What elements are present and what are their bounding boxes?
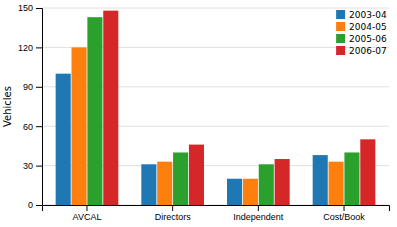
- x-tick-label: Cost/Book: [323, 212, 365, 222]
- y-tick-label: 60: [23, 122, 33, 132]
- legend-swatch: [336, 22, 345, 31]
- legend-item: 2005-06: [336, 34, 387, 44]
- y-tick-mark: [36, 47, 42, 48]
- x-tick-mark: [86, 205, 87, 211]
- y-tick: 0: [28, 200, 42, 210]
- x-tick-mark: [258, 205, 259, 211]
- plot: 0 30 60 90 120 150 AVCAL Directors Independent Co…: [18, 3, 390, 222]
- series: [103, 11, 375, 205]
- y-tick-mark: [36, 166, 42, 167]
- x-tick: AVCAL: [73, 205, 102, 222]
- legend: 2003-04 2004-05 2005-06 2006-07: [336, 10, 387, 56]
- bar: [344, 152, 359, 205]
- chart: 0 30 60 90 120 150 AVCAL Directors Independent Co…: [0, 0, 397, 227]
- bar: [141, 164, 156, 205]
- y-tick-label: 90: [23, 82, 33, 92]
- bar: [87, 17, 102, 205]
- bar: [259, 164, 274, 205]
- bar: [243, 179, 258, 205]
- bar: [72, 47, 87, 205]
- y-tick: 90: [23, 82, 42, 92]
- x-tick-label: AVCAL: [73, 212, 102, 222]
- bar: [360, 139, 375, 205]
- y-tick-mark: [36, 87, 42, 88]
- bar: [56, 74, 71, 205]
- y-tick: 60: [23, 122, 42, 132]
- y-tick: 30: [23, 161, 42, 171]
- y-tick-label: 0: [28, 200, 33, 210]
- bar: [275, 159, 290, 205]
- y-tick-mark: [36, 8, 42, 9]
- bars: [56, 11, 376, 205]
- bar: [189, 145, 204, 205]
- y-tick-label: 150: [18, 3, 33, 13]
- series: [87, 17, 359, 205]
- legend-label: 2005-06: [349, 34, 387, 44]
- legend-swatch: [336, 10, 345, 19]
- y-axis-line: [36, 9, 43, 206]
- bar: [227, 179, 242, 205]
- bar: [313, 155, 328, 205]
- bar: [157, 162, 172, 205]
- x-tick-mark: [344, 205, 345, 211]
- x-tick: Directors: [155, 205, 192, 222]
- x-axis: AVCAL Directors Independent Cost/Book: [43, 205, 390, 222]
- y-tick-mark: [36, 126, 42, 127]
- legend-swatch: [336, 34, 345, 43]
- legend-item: 2006-07: [336, 46, 387, 56]
- x-tick-mark: [172, 205, 173, 211]
- legend-label: 2004-05: [349, 22, 387, 32]
- legend-item: 2004-05: [336, 22, 387, 32]
- y-tick: 120: [18, 43, 42, 53]
- y-axis: 0 30 60 90 120 150: [18, 3, 43, 210]
- y-tick: 150: [18, 3, 42, 13]
- x-axis-line: [43, 206, 390, 212]
- grid: [42, 8, 389, 205]
- y-tick-label: 30: [23, 161, 33, 171]
- y-tick-mark: [36, 205, 42, 206]
- bar: [329, 162, 344, 205]
- x-tick-label: Directors: [155, 212, 192, 222]
- y-tick-label: 120: [18, 43, 33, 53]
- legend-label: 2003-04: [349, 10, 387, 20]
- x-tick-label: Independent: [233, 212, 284, 222]
- legend-label: 2006-07: [349, 46, 387, 56]
- grid-line: [42, 8, 389, 9]
- x-tick: Independent: [233, 205, 284, 222]
- bar: [103, 11, 118, 205]
- y-axis-title: Vehicles: [2, 86, 13, 127]
- bar: [173, 152, 188, 205]
- x-tick: Cost/Book: [323, 205, 365, 222]
- legend-swatch: [336, 46, 345, 55]
- legend-item: 2003-04: [336, 10, 387, 20]
